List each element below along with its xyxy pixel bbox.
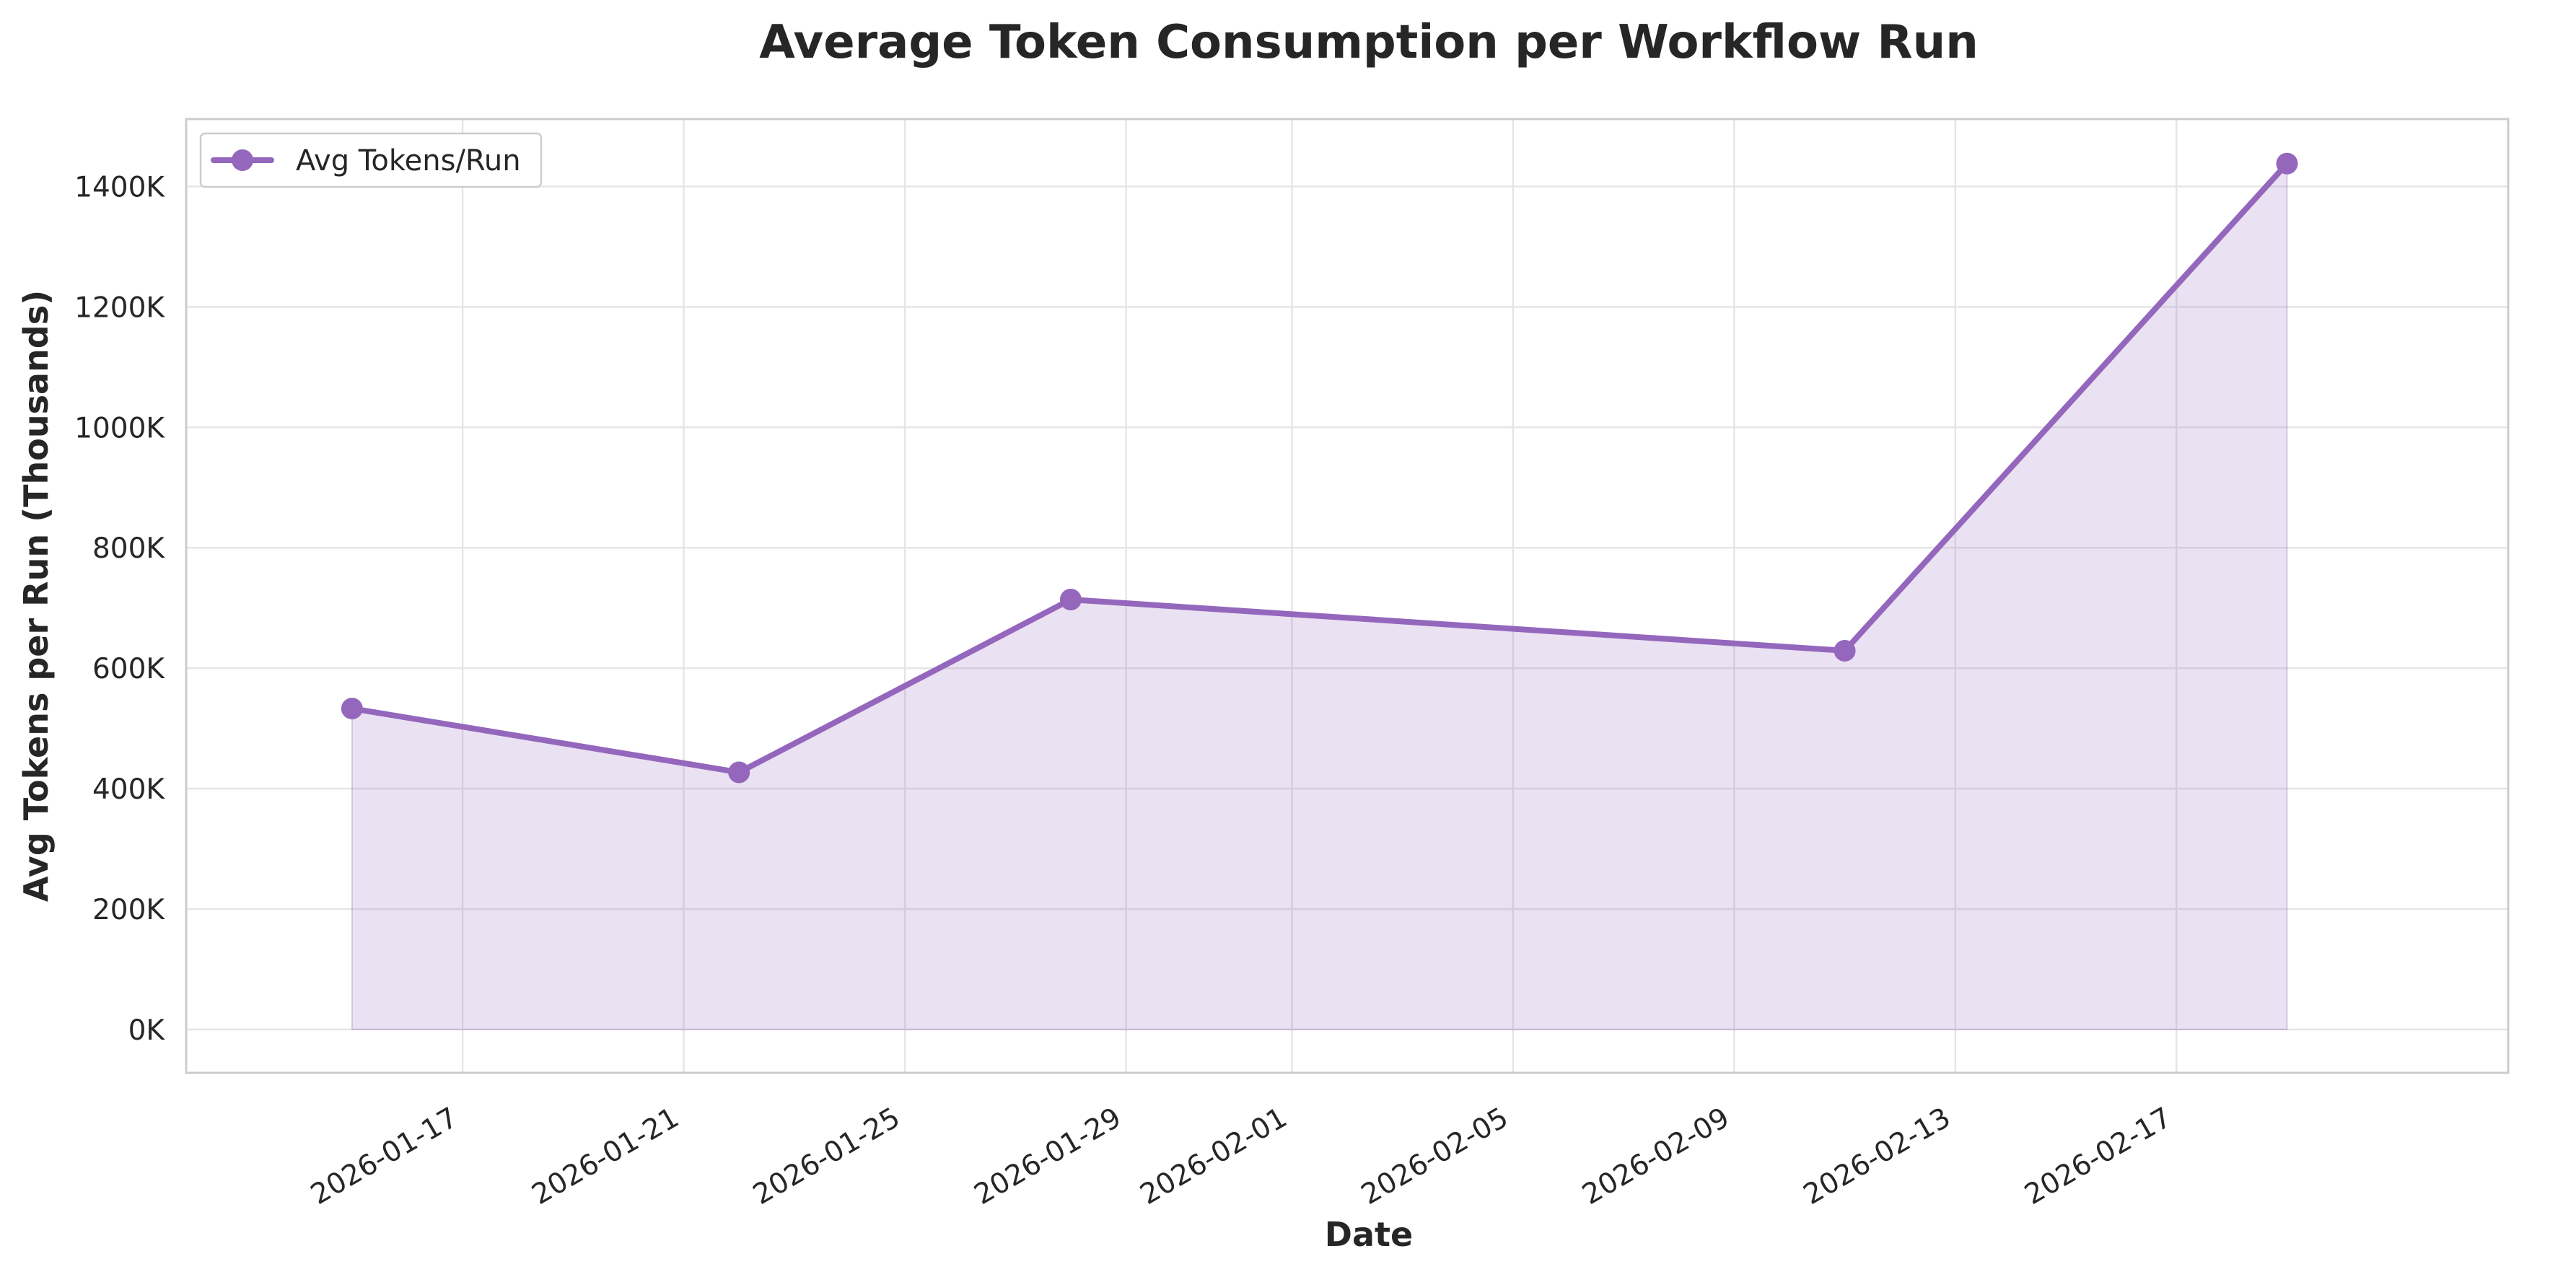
x-tick-label: 2026-01-21 (527, 1102, 685, 1211)
x-tick-label: 2026-02-05 (1356, 1102, 1514, 1211)
x-tick-label: 2026-02-13 (1798, 1102, 1956, 1211)
x-axis-label: Date (1325, 1215, 1413, 1254)
area-fill (351, 162, 2288, 1030)
chart-title: Average Token Consumption per Workflow R… (759, 16, 1979, 69)
data-point (2276, 152, 2298, 175)
x-tick-label: 2026-01-25 (748, 1102, 906, 1211)
x-tick-label: 2026-01-17 (305, 1102, 463, 1211)
x-tick-label: 2026-02-17 (2019, 1102, 2177, 1211)
area-layer (351, 162, 2288, 1030)
grid-lines (186, 119, 2508, 1073)
legend-marker-swatch (232, 149, 253, 171)
y-tick-label: 1400K (74, 171, 165, 203)
data-point (341, 698, 363, 720)
x-tick-label: 2026-02-01 (1135, 1102, 1293, 1211)
y-tick-label: 800K (92, 532, 165, 565)
x-tick-label: 2026-01-29 (969, 1102, 1127, 1211)
y-axis-label: Avg Tokens per Run (Thousands) (17, 290, 56, 902)
data-point (728, 761, 750, 784)
data-points (341, 152, 2298, 784)
plot-frame (185, 118, 2510, 1074)
y-tick-label: 1200K (74, 291, 165, 324)
y-tick-label: 1000K (74, 412, 165, 444)
x-tick-label: 2026-02-09 (1577, 1102, 1735, 1211)
y-tick-label: 400K (92, 773, 165, 806)
y-tick-label: 0K (128, 1014, 166, 1047)
y-tick-label: 600K (92, 653, 165, 685)
legend-entry-label: Avg Tokens/Run (296, 144, 521, 177)
legend: Avg Tokens/Run (199, 132, 543, 188)
legend-box (199, 132, 543, 188)
data-point (1834, 639, 1856, 662)
x-tick-labels: 2026-01-17 2026-01-21 2026-01-25 2026-01-29… (305, 1102, 2177, 1211)
y-tick-label: 200K (92, 894, 165, 926)
data-point (1059, 589, 1082, 611)
y-tick-labels: 0K 200K 400K 600K 800K 1000K 1200K 1400K (74, 171, 165, 1046)
